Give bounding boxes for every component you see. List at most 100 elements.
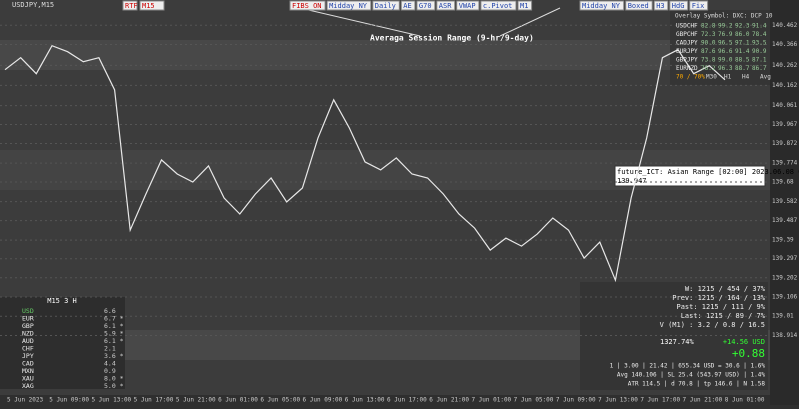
time-label: 6 Jun 21:00 — [429, 397, 469, 404]
toolbar-label[interactable]: M1 — [520, 2, 528, 10]
toolbar-label[interactable]: ASR — [439, 2, 452, 10]
toolbar-button[interactable] — [456, 0, 480, 11]
price-label: 139.106 — [772, 294, 798, 301]
toolbar-label[interactable]: Midday NY — [582, 2, 621, 10]
time-label: 8 Jun 01:00 — [725, 397, 765, 404]
toolbar-button[interactable] — [289, 0, 326, 11]
toolbar-button[interactable] — [326, 0, 372, 11]
overlay-cell: 82.8 — [701, 23, 716, 30]
stats-panel — [580, 282, 768, 390]
toolbar-button[interactable] — [579, 0, 625, 11]
overlay-cell: 96.6 — [718, 48, 733, 55]
toolbar-button[interactable] — [625, 0, 653, 11]
toolbar-button[interactable] — [436, 0, 456, 11]
toolbar-label[interactable]: Midday NY — [329, 2, 368, 10]
trade-info: ATR 114.5 | d 70.8 | tp 146.6 | N 1.58 — [628, 381, 766, 388]
overlay-cell: 87.6 — [701, 48, 716, 55]
overlay-cell: 88.7 — [735, 65, 750, 72]
strength-value: 8.0 * — [104, 375, 124, 383]
price-label: 140.162 — [772, 82, 798, 89]
toolbar-label[interactable]: HdG — [672, 2, 685, 10]
strength-value: 6.1 * — [104, 322, 124, 330]
toolbar-label[interactable]: H3 — [656, 2, 664, 10]
toolbar-button[interactable] — [400, 0, 416, 11]
overlay-cell: 91.4 — [752, 23, 767, 30]
price-axis — [770, 0, 799, 405]
price-label: 139.487 — [772, 217, 798, 224]
overlay-cell: GBPCHF — [676, 31, 698, 38]
timeframe-button[interactable] — [139, 0, 165, 11]
overlay-title: Overlay Symbol: DXC: DCP 10 — [675, 13, 773, 20]
time-label: 5 Jun 09:00 — [49, 397, 89, 404]
overlay-cell: 86.0 — [735, 31, 750, 38]
toolbar-button[interactable] — [480, 0, 517, 11]
annotation: Averaga Session Range (9-hr/9-day) — [370, 33, 534, 43]
stat: V (M1) : 3.2 / 0.8 / 16.5 — [660, 321, 765, 329]
toolbar-label[interactable]: Boxed — [628, 2, 649, 10]
strength-panel — [0, 297, 125, 389]
time-label: 5 Jun 2023 — [7, 397, 44, 404]
strength-value: 5.9 * — [104, 330, 124, 338]
currency: CHF — [22, 345, 34, 353]
currency: NZD — [22, 330, 34, 338]
price-label: 138.914 — [772, 332, 798, 339]
toolbar-button[interactable] — [653, 0, 669, 11]
stat: Prev: 1215 / 164 / 13% — [672, 294, 766, 302]
time-label: 5 Jun 17:00 — [134, 397, 174, 404]
toolbar-label[interactable]: Daily — [375, 2, 396, 10]
overlay-cell: 90.0 — [701, 40, 716, 47]
strength-value: 4.4 — [104, 360, 116, 368]
strength-value: 2.1 — [104, 345, 116, 353]
overlay-cell: 72.3 — [701, 31, 716, 38]
currency: CAD — [22, 360, 34, 368]
overlay-cell: 73.8 — [701, 57, 716, 64]
timeframe-button[interactable] — [122, 0, 138, 11]
price-line — [4, 44, 726, 283]
toolbar-label[interactable]: c.Pivot — [483, 2, 513, 10]
trade-info: Avg 140.106 | SL 25.4 (543.97 USD) | 1.4… — [617, 372, 765, 379]
timeframe-label[interactable]: M15 — [142, 2, 155, 10]
time-label: 6 Jun 17:00 — [387, 397, 427, 404]
currency: MXN — [22, 367, 34, 375]
toolbar-label[interactable]: Fix — [692, 2, 705, 10]
pnl-percent: 1327.74% — [660, 338, 695, 346]
time-label: 6 Jun 09:00 — [303, 397, 343, 404]
price-label: 140.262 — [772, 62, 798, 69]
overlay-panel — [670, 10, 770, 85]
time-label: 7 Jun 05:00 — [514, 397, 554, 404]
time-label: 7 Jun 09:00 — [556, 397, 596, 404]
toolbar-button[interactable] — [416, 0, 436, 11]
price-label: 139.582 — [772, 198, 798, 205]
toolbar-button[interactable] — [517, 0, 533, 11]
overlay-cell: 78.4 — [752, 31, 767, 38]
currency: JPY — [22, 352, 34, 360]
toolbar-button[interactable] — [689, 0, 709, 11]
pnl-points: +0.88 — [732, 347, 765, 360]
toolbar-label[interactable]: FIBS ON — [292, 2, 322, 10]
toolbar-button[interactable] — [669, 0, 689, 11]
timeframe-label[interactable]: RTF — [125, 2, 138, 10]
price-label: 139.39 — [772, 237, 794, 244]
tooltip-text: future_ICT: Asian Range [02:00] 2023.06.… — [617, 168, 799, 176]
overlay-cell: 76.9 — [718, 31, 733, 38]
overlay-footer: Avg — [760, 74, 771, 81]
toolbar-label[interactable]: AE — [403, 2, 411, 10]
trade-info: 1 | 3.00 | 21.42 | 655.34 USD = 30.6 | 1… — [610, 363, 766, 370]
currency: GBP — [22, 322, 34, 330]
time-label: 7 Jun 17:00 — [640, 397, 680, 404]
time-label: 6 Jun 01:00 — [218, 397, 258, 404]
toolbar-label[interactable]: G70 — [419, 2, 432, 10]
overlay-cell: 87.1 — [752, 57, 767, 64]
overlay-cell: 93.5 — [752, 40, 767, 47]
price-label: 139.872 — [772, 140, 798, 147]
overlay-cell: 76.2 — [701, 65, 716, 72]
overlay-cell: 90.9 — [752, 48, 767, 55]
overlay-cell: 99.2 — [718, 23, 733, 30]
toolbar-button[interactable] — [372, 0, 400, 11]
overlay-cell: GBPJPY — [676, 57, 698, 64]
price-label: 139.297 — [772, 255, 798, 262]
annotation-arrow — [499, 7, 561, 37]
toolbar-label[interactable]: VWAP — [459, 2, 476, 10]
